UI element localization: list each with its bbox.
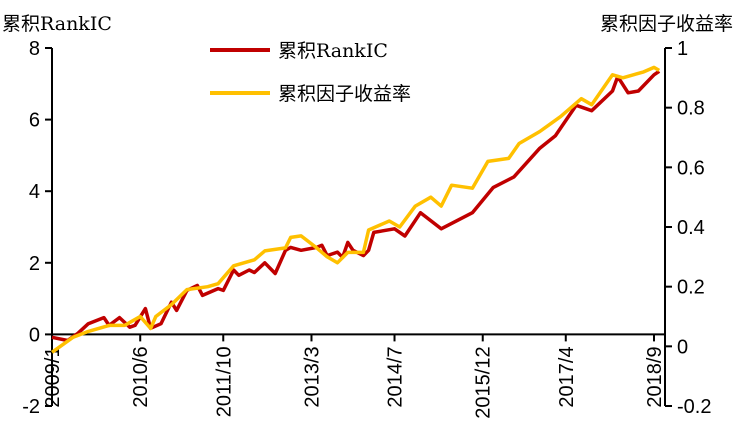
right-tick-label: 0.6 (677, 157, 705, 179)
left-tick-label: 2 (29, 253, 40, 275)
axes: 8 6 4 2 0 -2 1 0.8 0.6 0.4 0.2 0 -0.2 2009/1 2010/6 201… (22, 38, 711, 419)
right-tick-label: 0 (677, 336, 688, 358)
legend: 累积RankIC 累积因子收益率 (210, 40, 411, 105)
right-tick-label: 0.8 (677, 98, 705, 120)
x-tick-label: 2018/9 (644, 346, 666, 407)
right-tick-label: 0.4 (677, 217, 705, 239)
left-tick-label: 4 (29, 181, 40, 203)
x-tick-label: 2015/12 (473, 346, 495, 418)
series-lines (50, 65, 661, 354)
x-tick-label: 2009/1 (42, 346, 64, 407)
right-axis-title: 累积因子收益率 (600, 13, 733, 35)
series-line-rankic (51, 69, 661, 343)
left-tick-label: -2 (22, 396, 40, 418)
x-tick-label: 2010/6 (130, 346, 152, 407)
left-tick-label: 8 (29, 38, 40, 60)
left-tick-label: 6 (29, 110, 40, 132)
right-tick-label: 1 (677, 38, 688, 60)
x-tick-label: 2011/10 (213, 346, 235, 417)
x-tick-label: 2014/7 (385, 346, 407, 407)
right-tick-label: -0.2 (677, 396, 711, 418)
series-line-factor-return (50, 65, 661, 354)
legend-label-factor-return: 累积因子收益率 (278, 83, 411, 105)
x-tick-label: 2017/4 (556, 346, 578, 407)
right-tick-label: 0.2 (677, 277, 705, 299)
legend-label-rankic: 累积RankIC (278, 40, 388, 62)
left-tick-label: 0 (29, 324, 40, 346)
x-tick-label: 2013/3 (301, 346, 323, 407)
left-axis-title: 累积RankIC (2, 13, 112, 35)
